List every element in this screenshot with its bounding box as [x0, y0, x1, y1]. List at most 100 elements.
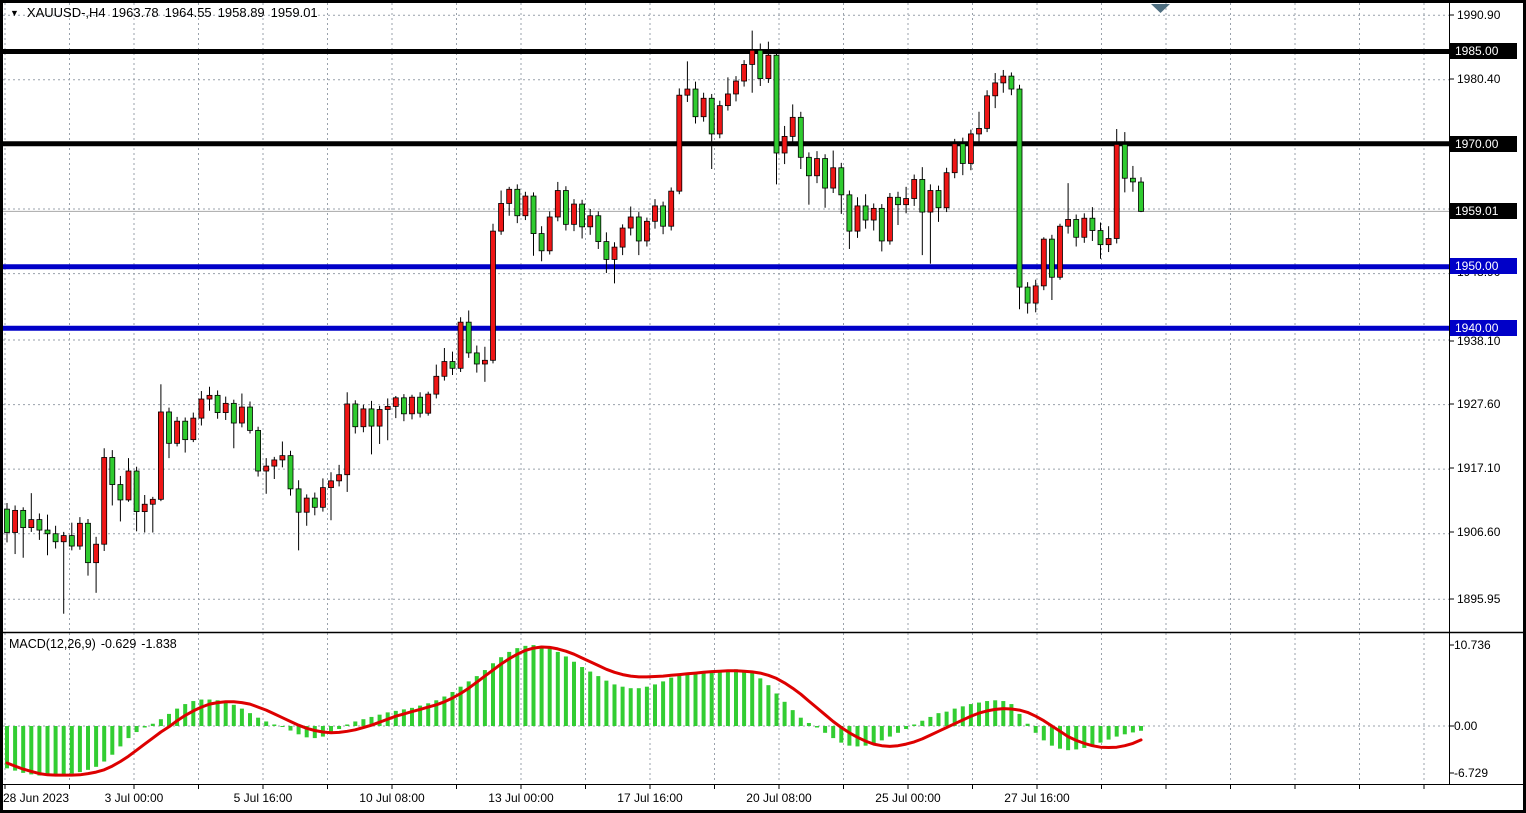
candle-body — [1113, 143, 1120, 239]
chart-shift-marker-icon[interactable] — [1151, 4, 1170, 13]
candle-body — [376, 409, 383, 427]
candle-body — [603, 241, 610, 260]
macd-histogram-bar — [847, 726, 852, 746]
candle-body — [668, 190, 675, 227]
candle-body — [198, 398, 205, 419]
candle-body — [692, 88, 699, 118]
candle-body — [1089, 217, 1096, 231]
candle-body — [911, 179, 918, 199]
candle-body — [238, 406, 245, 424]
candle-body — [101, 457, 108, 545]
macd-histogram-bar — [272, 724, 277, 726]
candle-body — [117, 484, 124, 501]
candle-body — [951, 143, 958, 174]
candle-body — [125, 470, 132, 501]
macd-main-value: -0.629 — [100, 637, 137, 651]
candle-body — [60, 535, 67, 543]
macd-histogram-bar — [1098, 726, 1103, 743]
macd-histogram-bar — [685, 673, 690, 726]
candle-body — [20, 509, 27, 529]
macd-axis-label: 10.736 — [1454, 638, 1491, 652]
candle-body — [1097, 230, 1104, 246]
candle-body — [765, 54, 772, 79]
candle-body — [984, 95, 990, 129]
candle-body — [773, 54, 780, 154]
candle-body — [976, 128, 982, 135]
macd-histogram-bar — [175, 708, 180, 726]
macd-histogram-bar — [782, 701, 787, 726]
candle-body — [1081, 217, 1088, 238]
macd-histogram-bar — [102, 726, 107, 762]
macd-histogram-bar — [944, 711, 949, 726]
price-level-badge: 1940.00 — [1450, 320, 1517, 336]
macd-histogram-bar — [45, 726, 50, 776]
candle-body — [490, 230, 496, 361]
macd-histogram-bar — [912, 724, 917, 726]
macd-histogram-bar — [118, 726, 123, 747]
candle-body — [700, 97, 707, 118]
candle-body — [473, 352, 480, 365]
candle-body — [538, 233, 545, 252]
candle-body — [4, 508, 10, 533]
candle-body — [1049, 238, 1055, 278]
macd-histogram-bar — [604, 680, 609, 726]
macd-histogram-bar — [839, 726, 844, 743]
ohlc-open: 1963.78 — [111, 5, 159, 20]
macd-histogram-bar — [661, 681, 666, 726]
macd-histogram-bar — [199, 699, 204, 726]
candle-body — [733, 80, 739, 95]
macd-histogram-bar — [628, 688, 633, 726]
candle-body — [409, 396, 415, 415]
symbol-dropdown-icon[interactable]: ▼ — [10, 7, 19, 18]
time-axis-label: 17 Jul 16:00 — [617, 791, 683, 805]
macd-histogram-bar — [1106, 726, 1111, 740]
macd-histogram-bar — [823, 726, 828, 733]
candle-body — [36, 519, 43, 531]
candle-body — [895, 196, 901, 206]
candle-body — [222, 402, 229, 413]
macd-histogram-bar — [677, 674, 682, 726]
candle-body — [862, 205, 869, 221]
macd-histogram-bar — [1033, 726, 1038, 733]
macd-histogram-bar — [515, 648, 520, 726]
macd-histogram-bar — [563, 656, 568, 726]
candle-body — [749, 49, 756, 65]
symbol-period-label: XAUUSD-,H4 — [26, 5, 106, 20]
candle-body — [741, 64, 747, 82]
macd-histogram-bar — [993, 700, 998, 726]
macd-histogram-bar — [1114, 726, 1119, 737]
macd-histogram-bar — [361, 719, 366, 726]
macd-histogram-bar — [1090, 726, 1095, 746]
macd-histogram-bar — [312, 726, 317, 739]
candle-body — [903, 198, 909, 206]
macd-histogram-bar — [69, 726, 74, 774]
macd-histogram-bar — [596, 676, 601, 726]
macd-histogram-bar — [482, 670, 487, 726]
macd-histogram-bar — [21, 726, 26, 773]
macd-histogram-bar — [337, 726, 342, 730]
macd-histogram-bar — [693, 673, 698, 726]
candle-body — [676, 94, 683, 192]
candle-body — [255, 430, 262, 472]
macd-histogram-bar — [896, 726, 900, 733]
macd-histogram-bar — [620, 686, 625, 726]
macd-histogram-bar — [86, 726, 90, 770]
candle-body — [887, 196, 893, 242]
candle-body — [611, 246, 618, 260]
price-axis-label: 1938.10 — [1457, 334, 1501, 348]
price-level-badge: 1985.00 — [1450, 43, 1517, 59]
macd-histogram-bar — [110, 726, 115, 755]
candle-body — [1008, 75, 1015, 90]
candle-body — [627, 216, 634, 229]
macd-signal-line — [5, 645, 1143, 777]
ohlc-close: 1959.01 — [270, 5, 318, 20]
candle-body — [109, 457, 116, 485]
candle-body — [141, 503, 148, 513]
ohlc-low: 1958.89 — [217, 5, 265, 20]
macd-histogram-bar — [207, 699, 212, 726]
candle-body — [1024, 286, 1031, 304]
candle-body — [506, 188, 513, 204]
candle-body — [1138, 181, 1144, 212]
candle-body — [943, 172, 950, 209]
